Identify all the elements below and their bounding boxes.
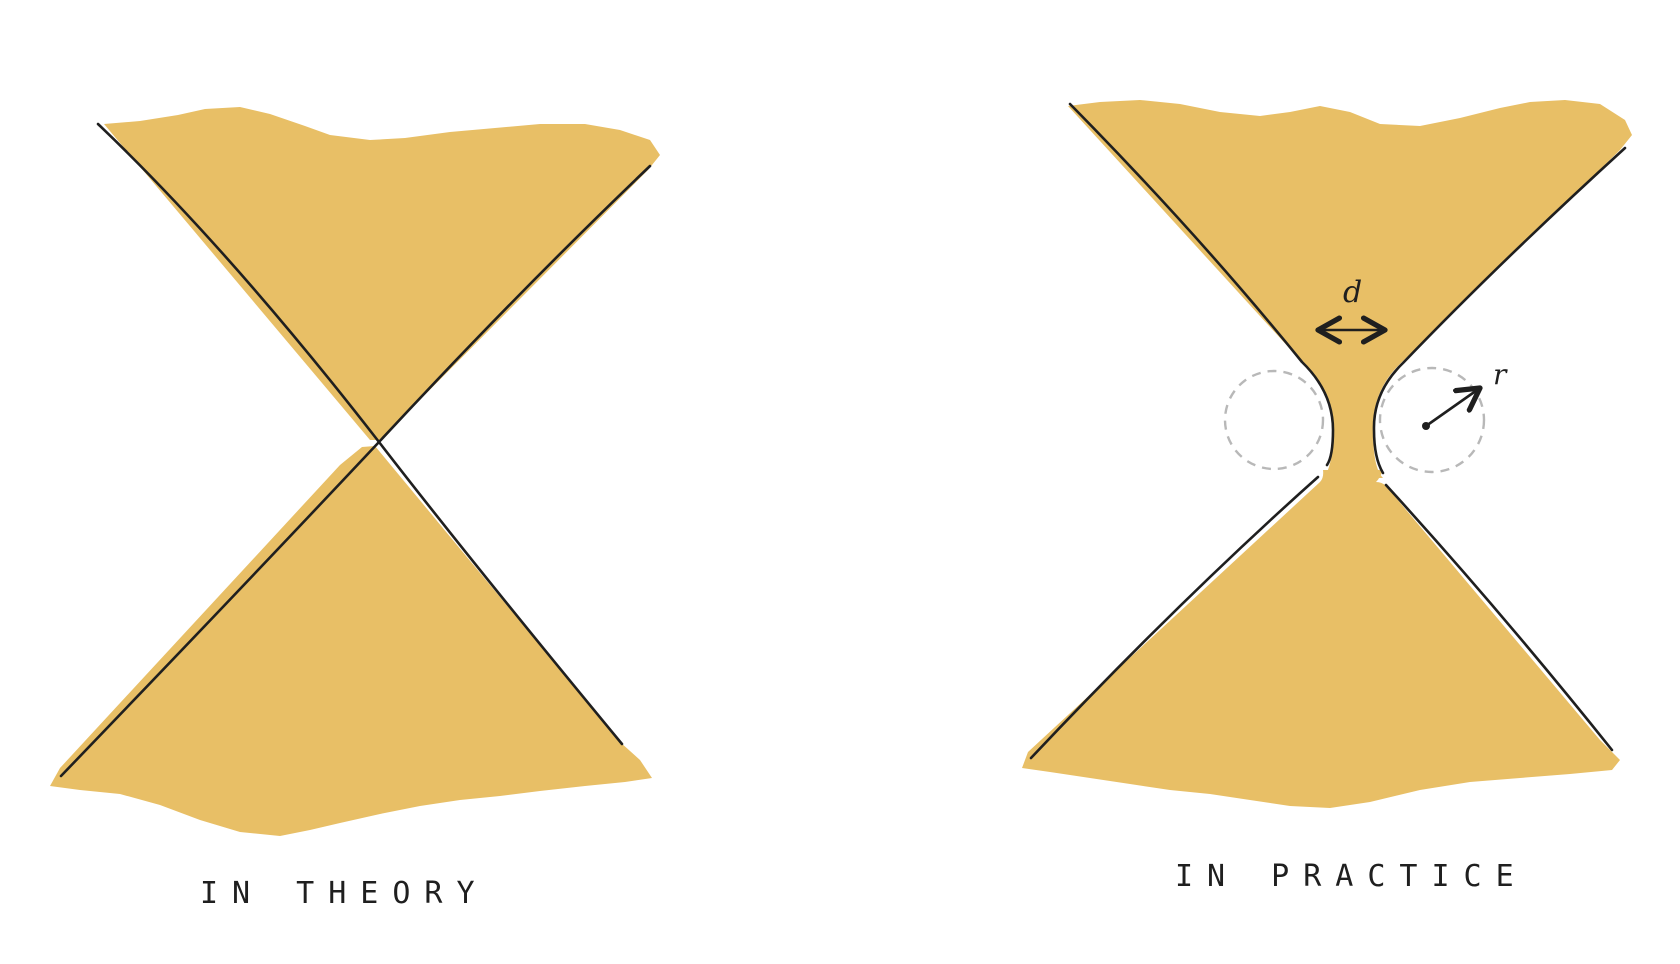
practice-lower-cone	[1022, 470, 1620, 808]
left-curvature-circle	[1223, 369, 1325, 471]
radius-arrow	[1424, 388, 1480, 428]
practice-upper-cone	[1068, 100, 1632, 478]
practice-edge-upper-right	[1372, 146, 1627, 475]
practice-edge-upper-left	[1068, 102, 1335, 467]
radius-label: r	[1493, 358, 1508, 391]
theory-panel: IN THEORY	[50, 107, 660, 911]
practice-caption: IN PRACTICE	[1175, 859, 1528, 894]
theory-caption: IN THEORY	[200, 876, 489, 911]
theory-lower-cone	[50, 446, 652, 836]
theory-edge-right	[59, 164, 652, 778]
practice-edge-lower-left	[1029, 475, 1320, 760]
theory-upper-cone	[104, 107, 660, 440]
gap-label: d	[1343, 275, 1362, 310]
right-curvature-circle	[1378, 366, 1486, 474]
practice-edge-lower-right	[1384, 483, 1614, 752]
practice-panel: d r IN PRACTICE	[1022, 100, 1632, 894]
